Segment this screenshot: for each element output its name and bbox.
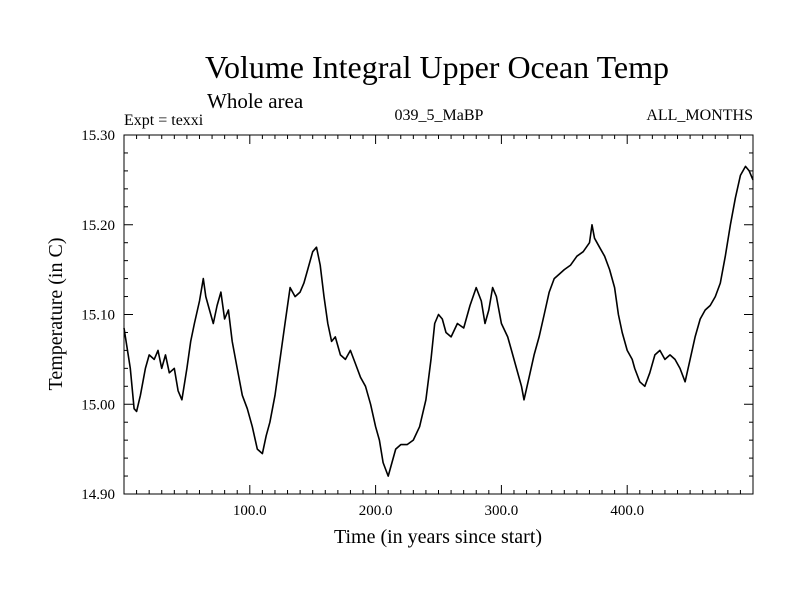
series-line: [123, 165, 754, 477]
x-tick-label: 100.0: [233, 503, 267, 519]
y-tick-label: 14.90: [81, 487, 115, 503]
y-tick-label: 15.10: [81, 308, 115, 324]
header-center: 039_5_MaBP: [395, 107, 484, 124]
chart-subtitle: Whole area: [207, 89, 304, 113]
x-tick-label: 300.0: [485, 503, 519, 519]
x-axis-label: Time (in years since start): [334, 526, 542, 548]
chart-title: Volume Integral Upper Ocean Temp: [205, 49, 669, 85]
x-tick-label: 400.0: [610, 503, 644, 519]
header-left: Expt = texxi: [124, 112, 204, 129]
y-axis-label: Temperature (in C): [45, 238, 67, 391]
y-tick-label: 15.20: [81, 218, 115, 234]
header-right: ALL_MONTHS: [646, 107, 753, 124]
y-tick-label: 15.30: [81, 128, 115, 144]
x-tick-label: 200.0: [359, 503, 393, 519]
y-tick-label: 15.00: [81, 397, 115, 413]
